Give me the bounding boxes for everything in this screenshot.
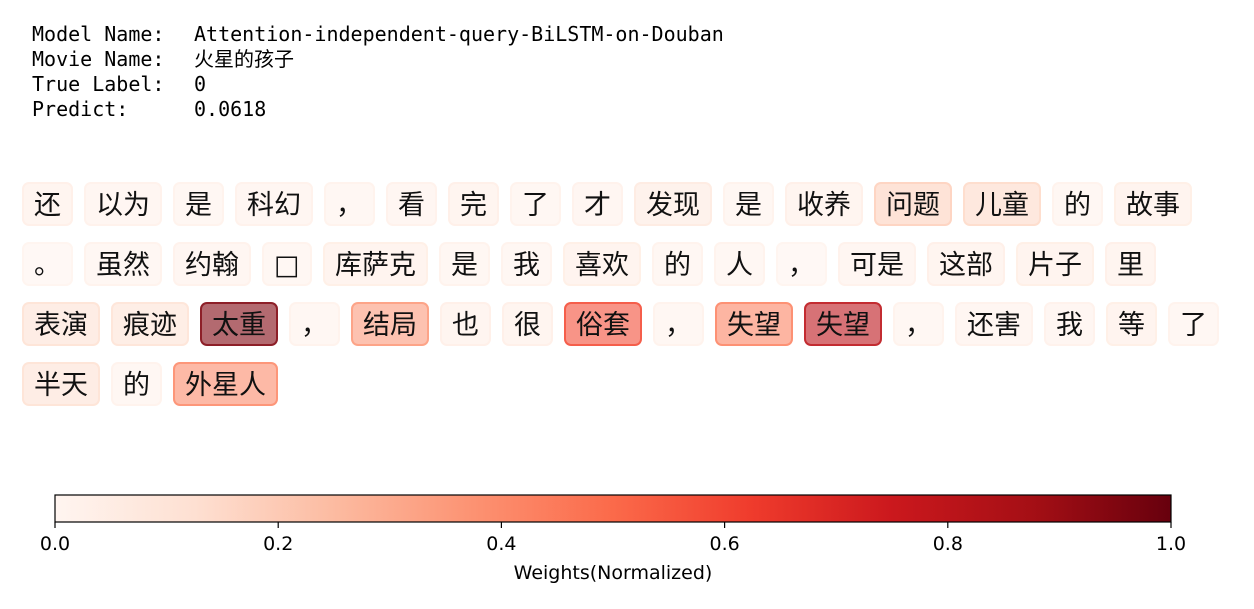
colorbar-tick-label-2: 0.4 (486, 533, 516, 555)
model-name-row: Model Name: Attention-independent-query-B… (32, 22, 724, 47)
token-20: 库萨克 (323, 242, 428, 286)
token-29: 片子 (1016, 242, 1094, 286)
token-35: 结局 (351, 302, 429, 346)
token-39: ， (653, 302, 704, 346)
token-30: 里 (1105, 242, 1156, 286)
colorbar-tick-label-0: 0.0 (40, 533, 70, 555)
token-13: 儿童 (963, 182, 1041, 226)
movie-name-value: 火星的孩子 (194, 47, 294, 71)
token-5: 看 (386, 182, 437, 226)
token-3: 科幻 (235, 182, 313, 226)
token-22: 我 (501, 242, 552, 286)
token-17: 虽然 (84, 242, 162, 286)
colorbar-ticks: 0.0 0.2 0.4 0.6 0.8 1.0 (40, 522, 1186, 555)
token-32: 痕迹 (111, 302, 189, 346)
token-25: 人 (714, 242, 765, 286)
token-1: 以为 (84, 182, 162, 226)
token-40: 失望 (715, 302, 793, 346)
token-38: 俗套 (564, 302, 642, 346)
token-21: 是 (439, 242, 490, 286)
token-24: 的 (652, 242, 703, 286)
token-18: 约翰 (173, 242, 251, 286)
token-43: 还害 (955, 302, 1033, 346)
token-45: 等 (1106, 302, 1157, 346)
model-name-key: Model Name: (32, 22, 165, 46)
token-heatmap: 还以为是科幻，看完了才发现是收养 问题 儿童的故事。虽然 约翰 □ 库萨克是我喜欢的人，可… (22, 182, 1219, 406)
token-15: 故事 (1114, 182, 1192, 226)
token-27: 可是 (838, 242, 916, 286)
colorbar-tick-label-4: 0.8 (933, 533, 963, 555)
token-2: 是 (173, 182, 224, 226)
colorbar-gradient (54, 494, 1172, 523)
predict-row: Predict: 0.0618 (32, 97, 724, 122)
token-6: 完 (448, 182, 499, 226)
token-33: 太重 (200, 302, 278, 346)
colorbar-tick-label-1: 0.2 (263, 533, 293, 555)
token-48: 的 (111, 362, 162, 406)
token-4: ， (324, 182, 375, 226)
token-31: 表演 (22, 302, 100, 346)
token-26: ， (776, 242, 827, 286)
token-12: 问题 (874, 182, 952, 226)
token-36: 也 (440, 302, 491, 346)
true-label-row: True Label: 0 (32, 72, 724, 97)
token-10: 是 (723, 182, 774, 226)
predict-key: Predict: (32, 97, 129, 121)
token-42: ， (893, 302, 944, 346)
token-41: 失望 (804, 302, 882, 346)
token-46: 了 (1168, 302, 1219, 346)
token-0: 还 (22, 182, 73, 226)
colorbar: 0.0 0.2 0.4 0.6 0.8 1.0 Weights(Normalized) (40, 494, 1186, 584)
token-37: 很 (502, 302, 553, 346)
predict-value: 0.0618 (194, 97, 267, 121)
colorbar-tick-label-3: 0.6 (709, 533, 739, 555)
token-9: 发现 (634, 182, 712, 226)
token-44: 我 (1044, 302, 1095, 346)
token-28: 这部 (927, 242, 1005, 286)
metadata-block: Model Name: Attention-independent-query-B… (32, 22, 724, 122)
token-8: 才 (572, 182, 623, 226)
token-49: 外星人 (173, 362, 278, 406)
movie-name-row: Movie Name: 火星的孩子 (32, 47, 724, 72)
colorbar-label: Weights(Normalized) (514, 562, 713, 584)
token-11: 收养 (785, 182, 863, 226)
token-16: 。 (22, 242, 73, 286)
token-7: 了 (510, 182, 561, 226)
colorbar-tick-label-5: 1.0 (1156, 533, 1186, 555)
token-14: 的 (1052, 182, 1103, 226)
model-name-value: Attention-independent-query-BiLSTM-on-Do… (194, 22, 724, 46)
movie-name-key: Movie Name: (32, 47, 165, 71)
token-19: □ (262, 242, 312, 286)
token-47: 半天 (22, 362, 100, 406)
token-34: ， (289, 302, 340, 346)
true-label-key: True Label: (32, 72, 165, 96)
token-23: 喜欢 (563, 242, 641, 286)
true-label-value: 0 (194, 72, 207, 96)
